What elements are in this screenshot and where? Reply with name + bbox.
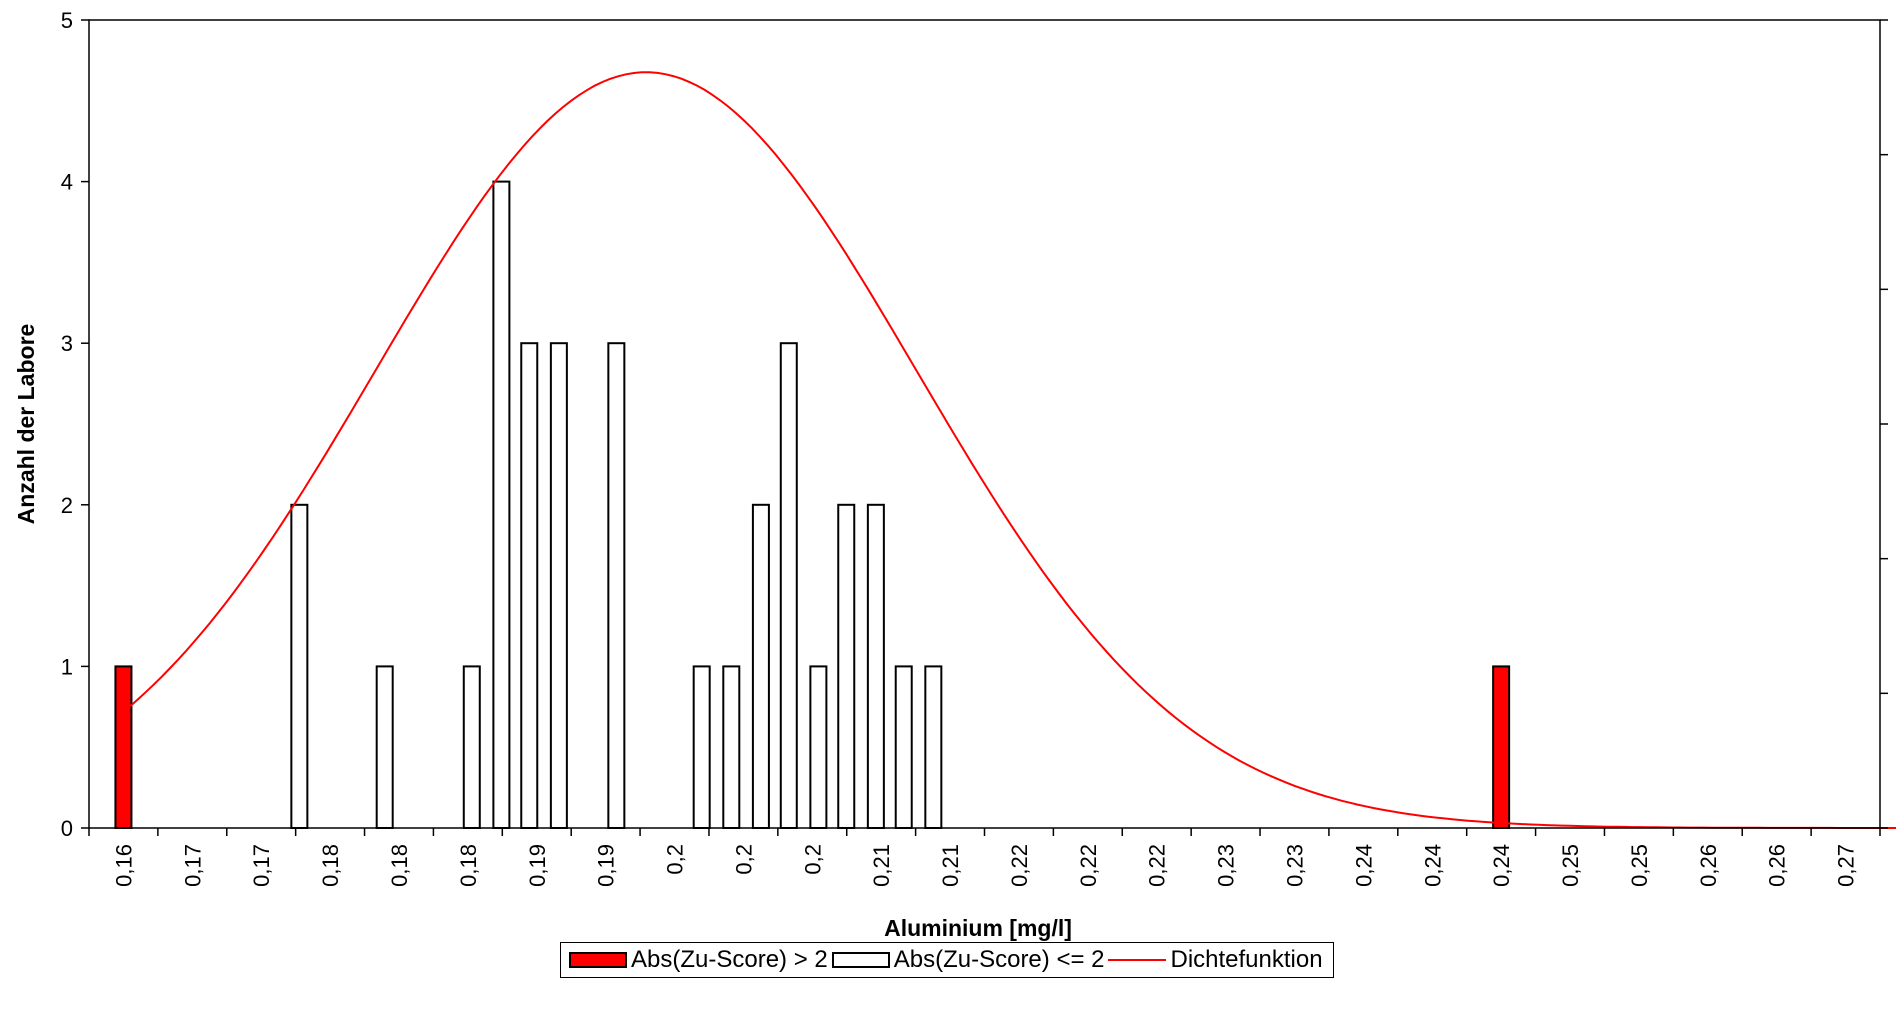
y-tick-label: 5 [61,8,73,33]
bar-normal [809,665,828,830]
bar-normal [751,503,770,829]
x-tick-label: 0,21 [938,844,963,887]
bar-normal [722,665,741,830]
bar-normal [866,503,885,829]
legend-label-normal: Abs(Zu-Score) <= 2 [893,946,1105,973]
x-tick-label: 0,2 [663,844,688,875]
legend-label-outlier: Abs(Zu-Score) > 2 [631,946,828,973]
x-tick-label: 0,2 [800,844,825,875]
x-tick-label: 0,25 [1558,844,1583,887]
y-tick-label: 3 [61,331,73,356]
bar-normal [492,180,511,830]
bar-normal [894,665,913,830]
bar-normal [290,503,309,829]
y-axis-title: Anzahl der Labore [13,324,39,525]
x-tick-label: 0,22 [1145,844,1170,887]
x-tick-label: 0,26 [1696,844,1721,887]
density-curve-layer [129,71,1896,829]
x-tick-label: 0,24 [1420,844,1445,887]
bar-outlier [1492,665,1511,830]
legend-swatch-line [1108,959,1167,961]
y-tick-label: 4 [61,170,73,195]
x-tick-label: 0,17 [180,844,205,887]
x-tick-label: 0,17 [249,844,274,887]
x-tick-label: 0,16 [111,844,136,887]
bar-outlier [114,665,133,830]
chart-legend: Abs(Zu-Score) > 2 Abs(Zu-Score) <= 2 Dic… [560,942,1334,978]
legend-item-normal: Abs(Zu-Score) <= 2 [831,946,1105,974]
bar-normal [692,665,711,830]
bar-normal [607,342,626,829]
density-curve [129,71,1896,829]
x-tick-label: 0,22 [1076,844,1101,887]
bar-normal [375,665,394,830]
bar-normal [462,665,481,830]
x-tick-label: 0,21 [869,844,894,887]
x-tick-label: 0,24 [1489,844,1514,887]
x-tick-label: 0,19 [594,844,619,887]
legend-swatch-red [569,952,627,968]
bars-layer [114,180,1511,830]
x-tick-label: 0,23 [1282,844,1307,887]
plot-frame [88,19,1881,829]
legend-item-density: Dichtefunktion [1108,946,1323,974]
x-tick-label: 0,2 [731,844,756,875]
bar-normal [837,503,856,829]
x-axis-title: Aluminium [mg/l] [884,915,1072,941]
y-tick-label: 0 [61,816,73,841]
bar-normal [549,342,568,829]
y-tick-label: 2 [61,493,73,518]
x-tick-label: 0,24 [1351,844,1376,887]
x-tick-label: 0,25 [1627,844,1652,887]
bar-normal [924,665,943,830]
tick-labels-layer: 0 1 2 3 4 5 0,16 0,17 0,17 0,18 0,18 0,18 0,19 0,19 0,… [61,8,1859,887]
x-tick-label: 0,18 [318,844,343,887]
y-tick-label: 1 [61,654,73,679]
x-tick-label: 0,27 [1834,844,1859,887]
bar-normal [520,342,539,829]
bar-normal [779,342,798,829]
x-tick-label: 0,23 [1214,844,1239,887]
axes-layer [81,19,1888,836]
legend-item-outlier: Abs(Zu-Score) > 2 [569,946,828,974]
x-tick-label: 0,18 [456,844,481,887]
x-tick-label: 0,18 [387,844,412,887]
x-tick-label: 0,26 [1765,844,1790,887]
legend-label-density: Dichtefunktion [1170,946,1323,973]
x-tick-label: 0,19 [525,844,550,887]
x-tick-label: 0,22 [1007,844,1032,887]
legend-swatch-white [831,952,890,968]
